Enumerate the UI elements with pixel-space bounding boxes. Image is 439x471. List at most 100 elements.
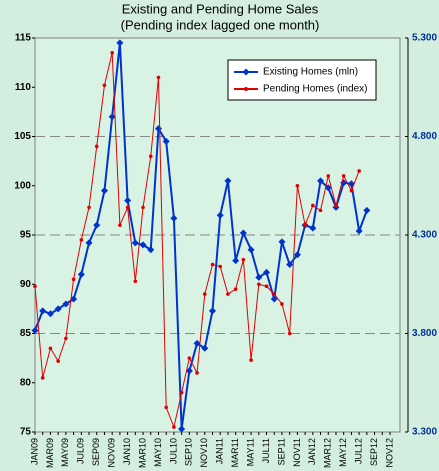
y2-tick-label: 4.300 — [412, 230, 437, 241]
y2-tick-label: 3.800 — [412, 328, 437, 339]
point — [357, 169, 361, 173]
x-tick-label: SEP11 — [276, 438, 286, 465]
point — [326, 174, 331, 178]
point — [100, 187, 108, 195]
x-tick-label: JAN12 — [307, 438, 317, 465]
point — [334, 203, 338, 208]
y-tick-label: 90 — [20, 279, 32, 290]
point — [311, 203, 315, 208]
point — [216, 211, 224, 219]
y-tick-label: 110 — [15, 82, 32, 93]
x-tick-label: MAR10 — [137, 438, 147, 468]
point — [239, 229, 247, 237]
x-tick-label: SEP12 — [369, 438, 379, 466]
point — [110, 50, 114, 55]
point — [56, 359, 60, 363]
x-tick-label: JAN09 — [29, 438, 39, 465]
point — [278, 238, 286, 246]
chart-subtitle: (Pending index lagged one month) — [121, 17, 320, 32]
point — [303, 223, 307, 227]
x-tick-label: NOV12 — [384, 438, 394, 468]
point — [87, 205, 91, 210]
point — [272, 292, 277, 296]
point — [295, 183, 300, 188]
point — [247, 246, 255, 254]
legend-box — [227, 59, 377, 101]
y-tick-label: 100 — [14, 180, 31, 191]
x-tick-label: JAN11 — [215, 438, 225, 464]
point — [116, 39, 124, 47]
point — [93, 221, 101, 229]
point — [287, 331, 292, 336]
x-tick-label: MAR11 — [230, 438, 240, 467]
x-tick-label: MAY11 — [245, 438, 255, 466]
point — [255, 273, 263, 281]
point — [209, 307, 216, 315]
y2-tick-label: 3.300 — [412, 427, 437, 438]
point — [170, 214, 178, 222]
point — [309, 224, 317, 232]
point — [40, 376, 45, 380]
point — [355, 227, 363, 235]
point — [162, 137, 170, 145]
chart-title: Existing and Pending Home Sales — [122, 1, 319, 16]
point — [232, 257, 240, 265]
x-tick-label: JUL12 — [354, 438, 364, 464]
point — [39, 307, 47, 315]
point — [286, 261, 294, 269]
point — [33, 284, 37, 289]
point — [54, 305, 62, 313]
point — [31, 327, 39, 335]
point — [363, 206, 371, 214]
x-tick-label: MAY10 — [153, 438, 163, 467]
point — [108, 113, 116, 121]
point — [257, 282, 261, 287]
point — [154, 125, 162, 133]
x-tick-label: SEP10 — [184, 438, 194, 466]
point — [349, 188, 354, 193]
y-tick-label: 115 — [15, 33, 32, 44]
point — [241, 257, 246, 262]
point — [202, 292, 207, 296]
point — [179, 390, 184, 395]
x-tick-label: MAR12 — [323, 438, 333, 468]
point — [79, 238, 84, 242]
point — [164, 405, 168, 410]
point — [102, 83, 107, 88]
point — [193, 339, 201, 347]
point — [85, 239, 93, 247]
point — [187, 356, 192, 360]
point — [131, 239, 139, 247]
x-tick-label: JUL11 — [261, 438, 271, 463]
x-tick-label: JAN10 — [122, 438, 132, 465]
point — [118, 223, 122, 227]
point — [156, 75, 161, 80]
point — [280, 302, 284, 306]
point — [233, 287, 238, 291]
point — [71, 277, 76, 282]
point — [94, 144, 99, 149]
point — [178, 425, 186, 433]
point — [226, 292, 230, 296]
y-tick-label: 105 — [14, 131, 31, 142]
point — [263, 268, 271, 276]
legend-text: Existing Homes (mln) — [263, 67, 358, 78]
point — [185, 367, 193, 375]
y-tick-label: 80 — [20, 377, 32, 388]
point — [124, 197, 132, 205]
x-tick-label: SEP09 — [91, 438, 101, 466]
point — [270, 295, 278, 303]
point — [318, 208, 323, 213]
y2-tick-label: 5.300 — [412, 33, 437, 44]
x-tick-label: MAY12 — [338, 438, 348, 467]
x-tick-label: NOV11 — [292, 438, 302, 467]
legend-marker — [244, 87, 248, 91]
point — [139, 241, 147, 249]
point — [341, 174, 346, 178]
point — [48, 346, 53, 351]
point — [210, 262, 215, 267]
point — [133, 279, 138, 284]
x-tick-label: NOV09 — [107, 438, 117, 468]
point — [293, 251, 301, 259]
